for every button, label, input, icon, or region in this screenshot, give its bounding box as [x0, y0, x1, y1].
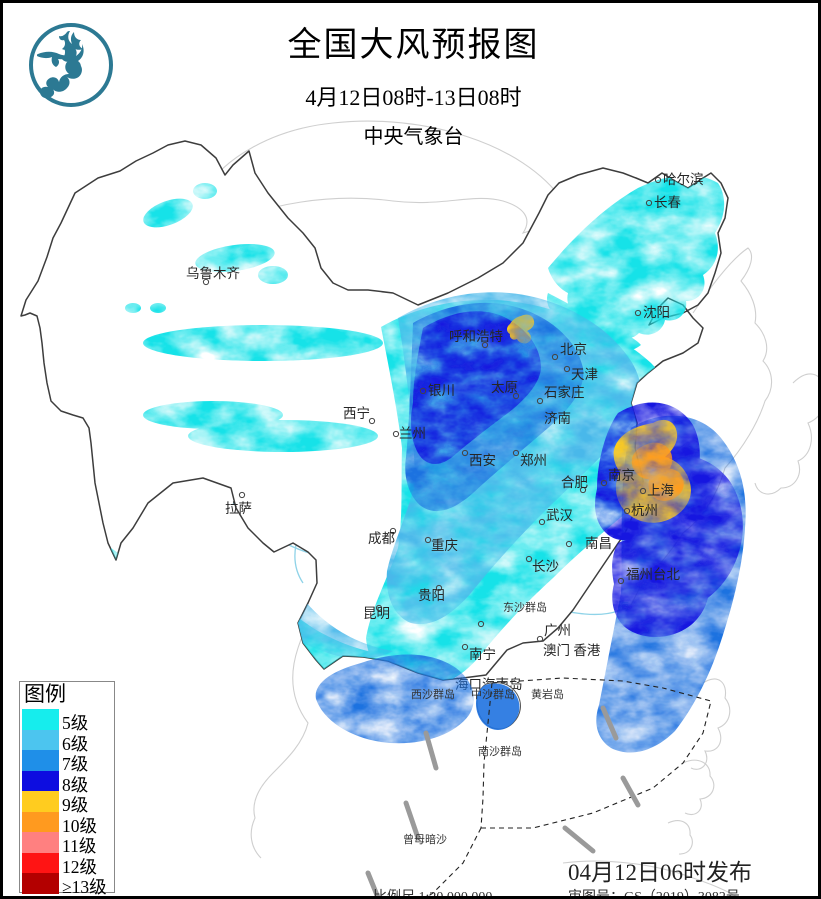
svg-text:济南: 济南 — [544, 411, 571, 426]
svg-text:长沙: 长沙 — [532, 559, 559, 574]
svg-text:中沙群岛: 中沙群岛 — [471, 687, 515, 701]
svg-text:成都: 成都 — [368, 531, 395, 546]
svg-text:西安: 西安 — [469, 453, 496, 468]
svg-text:南沙群岛: 南沙群岛 — [478, 744, 522, 758]
svg-text:南京: 南京 — [608, 468, 635, 483]
svg-text:南宁: 南宁 — [469, 646, 496, 662]
svg-text:郑州: 郑州 — [520, 453, 547, 468]
svg-text:重庆: 重庆 — [431, 538, 458, 553]
svg-text:上海: 上海 — [647, 483, 674, 498]
svg-text:合肥: 合肥 — [561, 475, 588, 490]
svg-text:兰州: 兰州 — [399, 426, 426, 441]
svg-text:曾母暗沙: 曾母暗沙 — [403, 832, 447, 846]
svg-text:东沙群岛: 东沙群岛 — [503, 600, 547, 614]
svg-text:广州: 广州 — [544, 623, 571, 638]
svg-text:天津: 天津 — [571, 367, 598, 382]
svg-text:乌鲁木齐: 乌鲁木齐 — [186, 266, 240, 281]
svg-text:拉萨: 拉萨 — [225, 501, 252, 516]
svg-text:武汉: 武汉 — [546, 508, 574, 523]
svg-text:南昌: 南昌 — [585, 536, 612, 551]
svg-text:哈尔滨: 哈尔滨 — [663, 172, 704, 187]
svg-text:长春: 长春 — [654, 195, 682, 210]
svg-text:贵阳: 贵阳 — [418, 588, 445, 603]
svg-text:杭州: 杭州 — [631, 503, 658, 518]
svg-text:西沙群岛: 西沙群岛 — [411, 687, 455, 701]
svg-text:西宁: 西宁 — [343, 405, 370, 421]
svg-text:澳门 香港: 澳门 香港 — [543, 643, 601, 658]
svg-text:福州台北: 福州台北 — [626, 567, 680, 582]
svg-text:昆明: 昆明 — [363, 606, 390, 621]
svg-text:北京: 北京 — [560, 342, 587, 357]
svg-text:太原: 太原 — [491, 380, 518, 395]
svg-text:石家庄: 石家庄 — [544, 384, 585, 400]
svg-text:银川: 银川 — [428, 383, 455, 398]
svg-text:黄岩岛: 黄岩岛 — [531, 687, 564, 701]
svg-text:呼和浩特: 呼和浩特 — [449, 329, 503, 344]
svg-text:沈阳: 沈阳 — [643, 305, 670, 320]
